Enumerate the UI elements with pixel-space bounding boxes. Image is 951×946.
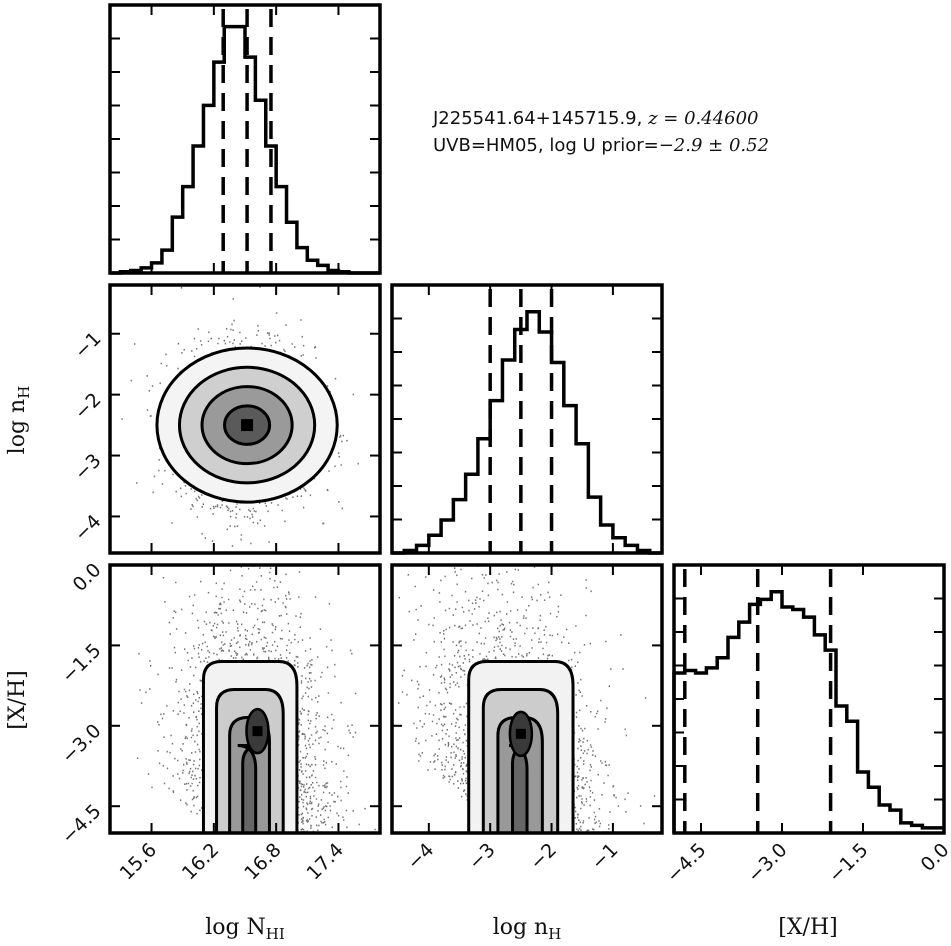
- x-tick-label: 16.2: [178, 839, 223, 884]
- density-peak: [241, 419, 254, 432]
- annotation-title: J225541.64+145715.9, z = 0.44600 UVB=HM0…: [432, 108, 769, 156]
- y-tick-label: −3.0: [57, 720, 105, 768]
- x-tick-label: 15.6: [116, 839, 161, 884]
- annotation-redshift: z = 0.44600: [647, 108, 758, 129]
- x-tick-label: −3.0: [743, 839, 791, 887]
- x-axis-label-log-nH: log nH: [493, 915, 562, 943]
- histogram-panels: [110, 9, 944, 833]
- y-axis-label-log-nH: log nH: [5, 386, 33, 455]
- y-tick-label: −4: [70, 510, 105, 545]
- x-label-log-NHI-main: log N: [205, 915, 266, 940]
- annotation-uvb-prior: UVB=HM05, log U prior=: [433, 135, 659, 156]
- y-label-log-nH-main: log n: [5, 399, 30, 455]
- density-peak: [515, 728, 526, 739]
- x-label-log-nH-sub: H: [548, 925, 561, 943]
- x-tick-label: 16.8: [240, 839, 285, 884]
- svg-text:J225541.64+145715.9, z = 0.446: J225541.64+145715.9, z = 0.44600: [432, 108, 759, 129]
- y-tick-label: −1: [70, 328, 105, 363]
- x-axis-label-log-NHI: log NHI: [205, 915, 285, 943]
- histogram-step: [672, 589, 944, 833]
- x-label-log-nH-main: log n: [493, 915, 549, 940]
- y-tick-label: −2: [70, 389, 105, 424]
- y-tick-label: −1.5: [57, 639, 105, 687]
- panel-frame-r1-c0: [108, 283, 382, 555]
- y-label-metallicity: [X/H]: [5, 670, 30, 729]
- y-label-log-nH-sub: H: [15, 386, 33, 399]
- x-tick-label: −1: [587, 839, 622, 874]
- x-tick-label: −1.5: [824, 839, 872, 887]
- panel-XH-vs-NHI: [136, 565, 376, 833]
- panel-nH-vs-NHI: [121, 286, 359, 547]
- x-tick-label: −3: [464, 839, 499, 874]
- panel-XH-vs-nH: [392, 565, 656, 833]
- annotation-object-name: J225541.64+145715.9,: [432, 108, 648, 129]
- density-panels: [121, 286, 656, 833]
- svg-text:log nH: log nH: [5, 386, 33, 455]
- histogram-[X/H]: [672, 569, 944, 833]
- density-peak: [252, 726, 263, 737]
- y-tick-label: 0.0: [69, 559, 106, 596]
- x-axis-label-metallicity: [X/H]: [778, 915, 837, 940]
- density-contour: [508, 743, 531, 833]
- annotation-prior-value: −2.9 ± 0.52: [659, 135, 769, 156]
- x-tick-label: 0.0: [917, 839, 951, 876]
- histogram-log n_H: [392, 289, 662, 555]
- histogram-step: [110, 24, 380, 275]
- y-tick-label: −3: [70, 450, 105, 485]
- x-tick-label: 17.4: [303, 839, 348, 884]
- density-contour: [237, 743, 261, 833]
- panel-frame-r2-c0: [108, 563, 382, 835]
- y-axis-label-metallicity: [X/H]: [5, 670, 30, 729]
- panel-frame-r2-c2: [672, 563, 946, 835]
- histogram-step: [392, 309, 662, 555]
- y-tick-label: −4.5: [57, 800, 105, 848]
- histogram-log N_HI: [110, 9, 380, 275]
- svg-text:UVB=HM05, log U prior=−2.9 ± 0: UVB=HM05, log U prior=−2.9 ± 0.52: [433, 135, 769, 156]
- x-tick-label: −4.5: [662, 839, 710, 887]
- panel-frame-r2-c1: [390, 563, 664, 835]
- x-tick-label: −4: [403, 839, 438, 874]
- x-label-log-NHI-sub: HI: [266, 925, 285, 943]
- x-tick-label: −2: [526, 839, 561, 874]
